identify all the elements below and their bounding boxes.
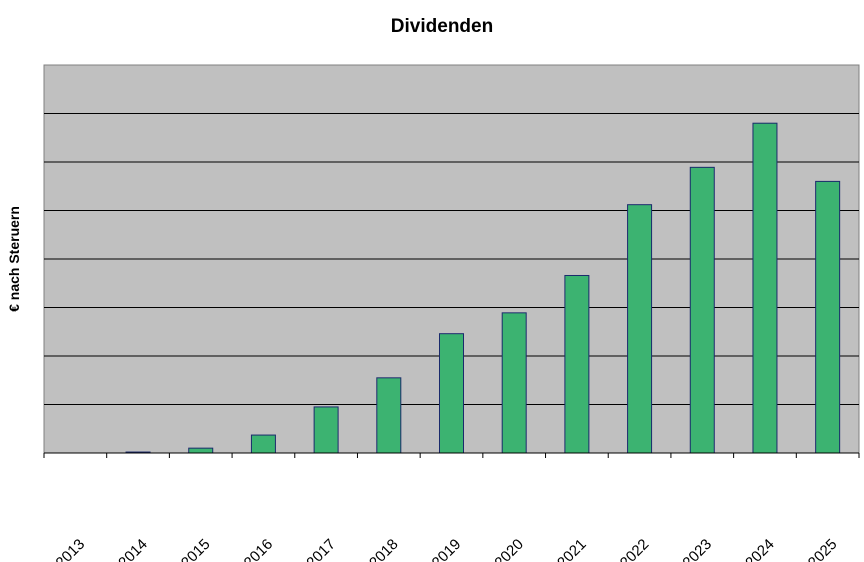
bar-2025	[815, 180, 841, 454]
bar-2020	[501, 312, 527, 454]
x-tick-label: 2019	[429, 536, 465, 562]
x-tick-labels: 2013 2014 2015 2016 2017 2018 2019 2020 2021 2022…	[53, 536, 841, 562]
x-tick-label: 2017	[303, 536, 339, 562]
bars	[125, 122, 841, 454]
chart-title: Dividenden	[391, 16, 493, 37]
bar-2017	[313, 406, 339, 454]
x-tick-label: 2020	[491, 536, 527, 562]
bar-2016	[250, 434, 276, 454]
bar-2021	[564, 274, 590, 454]
bar-2022	[627, 204, 653, 454]
x-axis	[43, 452, 860, 458]
x-tick-label: 2013	[53, 536, 89, 562]
x-tick-label: 2024	[742, 536, 778, 562]
bar-2024	[752, 122, 778, 454]
x-tick-label: 2015	[178, 536, 214, 562]
bar-2019	[439, 333, 464, 454]
bar-2018	[376, 377, 402, 454]
x-tick-label: 2022	[617, 536, 653, 562]
gridlines	[44, 113, 859, 405]
x-tick-label: 2018	[366, 536, 402, 562]
bar-2015	[188, 447, 214, 454]
x-tick-label: 2016	[241, 536, 277, 562]
bar-2023	[689, 166, 715, 454]
x-tick-label: 2023	[679, 536, 715, 562]
y-axis-label: € nach Steruern	[6, 206, 22, 312]
x-tick-label: 2021	[554, 536, 590, 562]
x-tick-label: 2025	[805, 536, 841, 562]
x-tick-label: 2014	[115, 536, 151, 562]
